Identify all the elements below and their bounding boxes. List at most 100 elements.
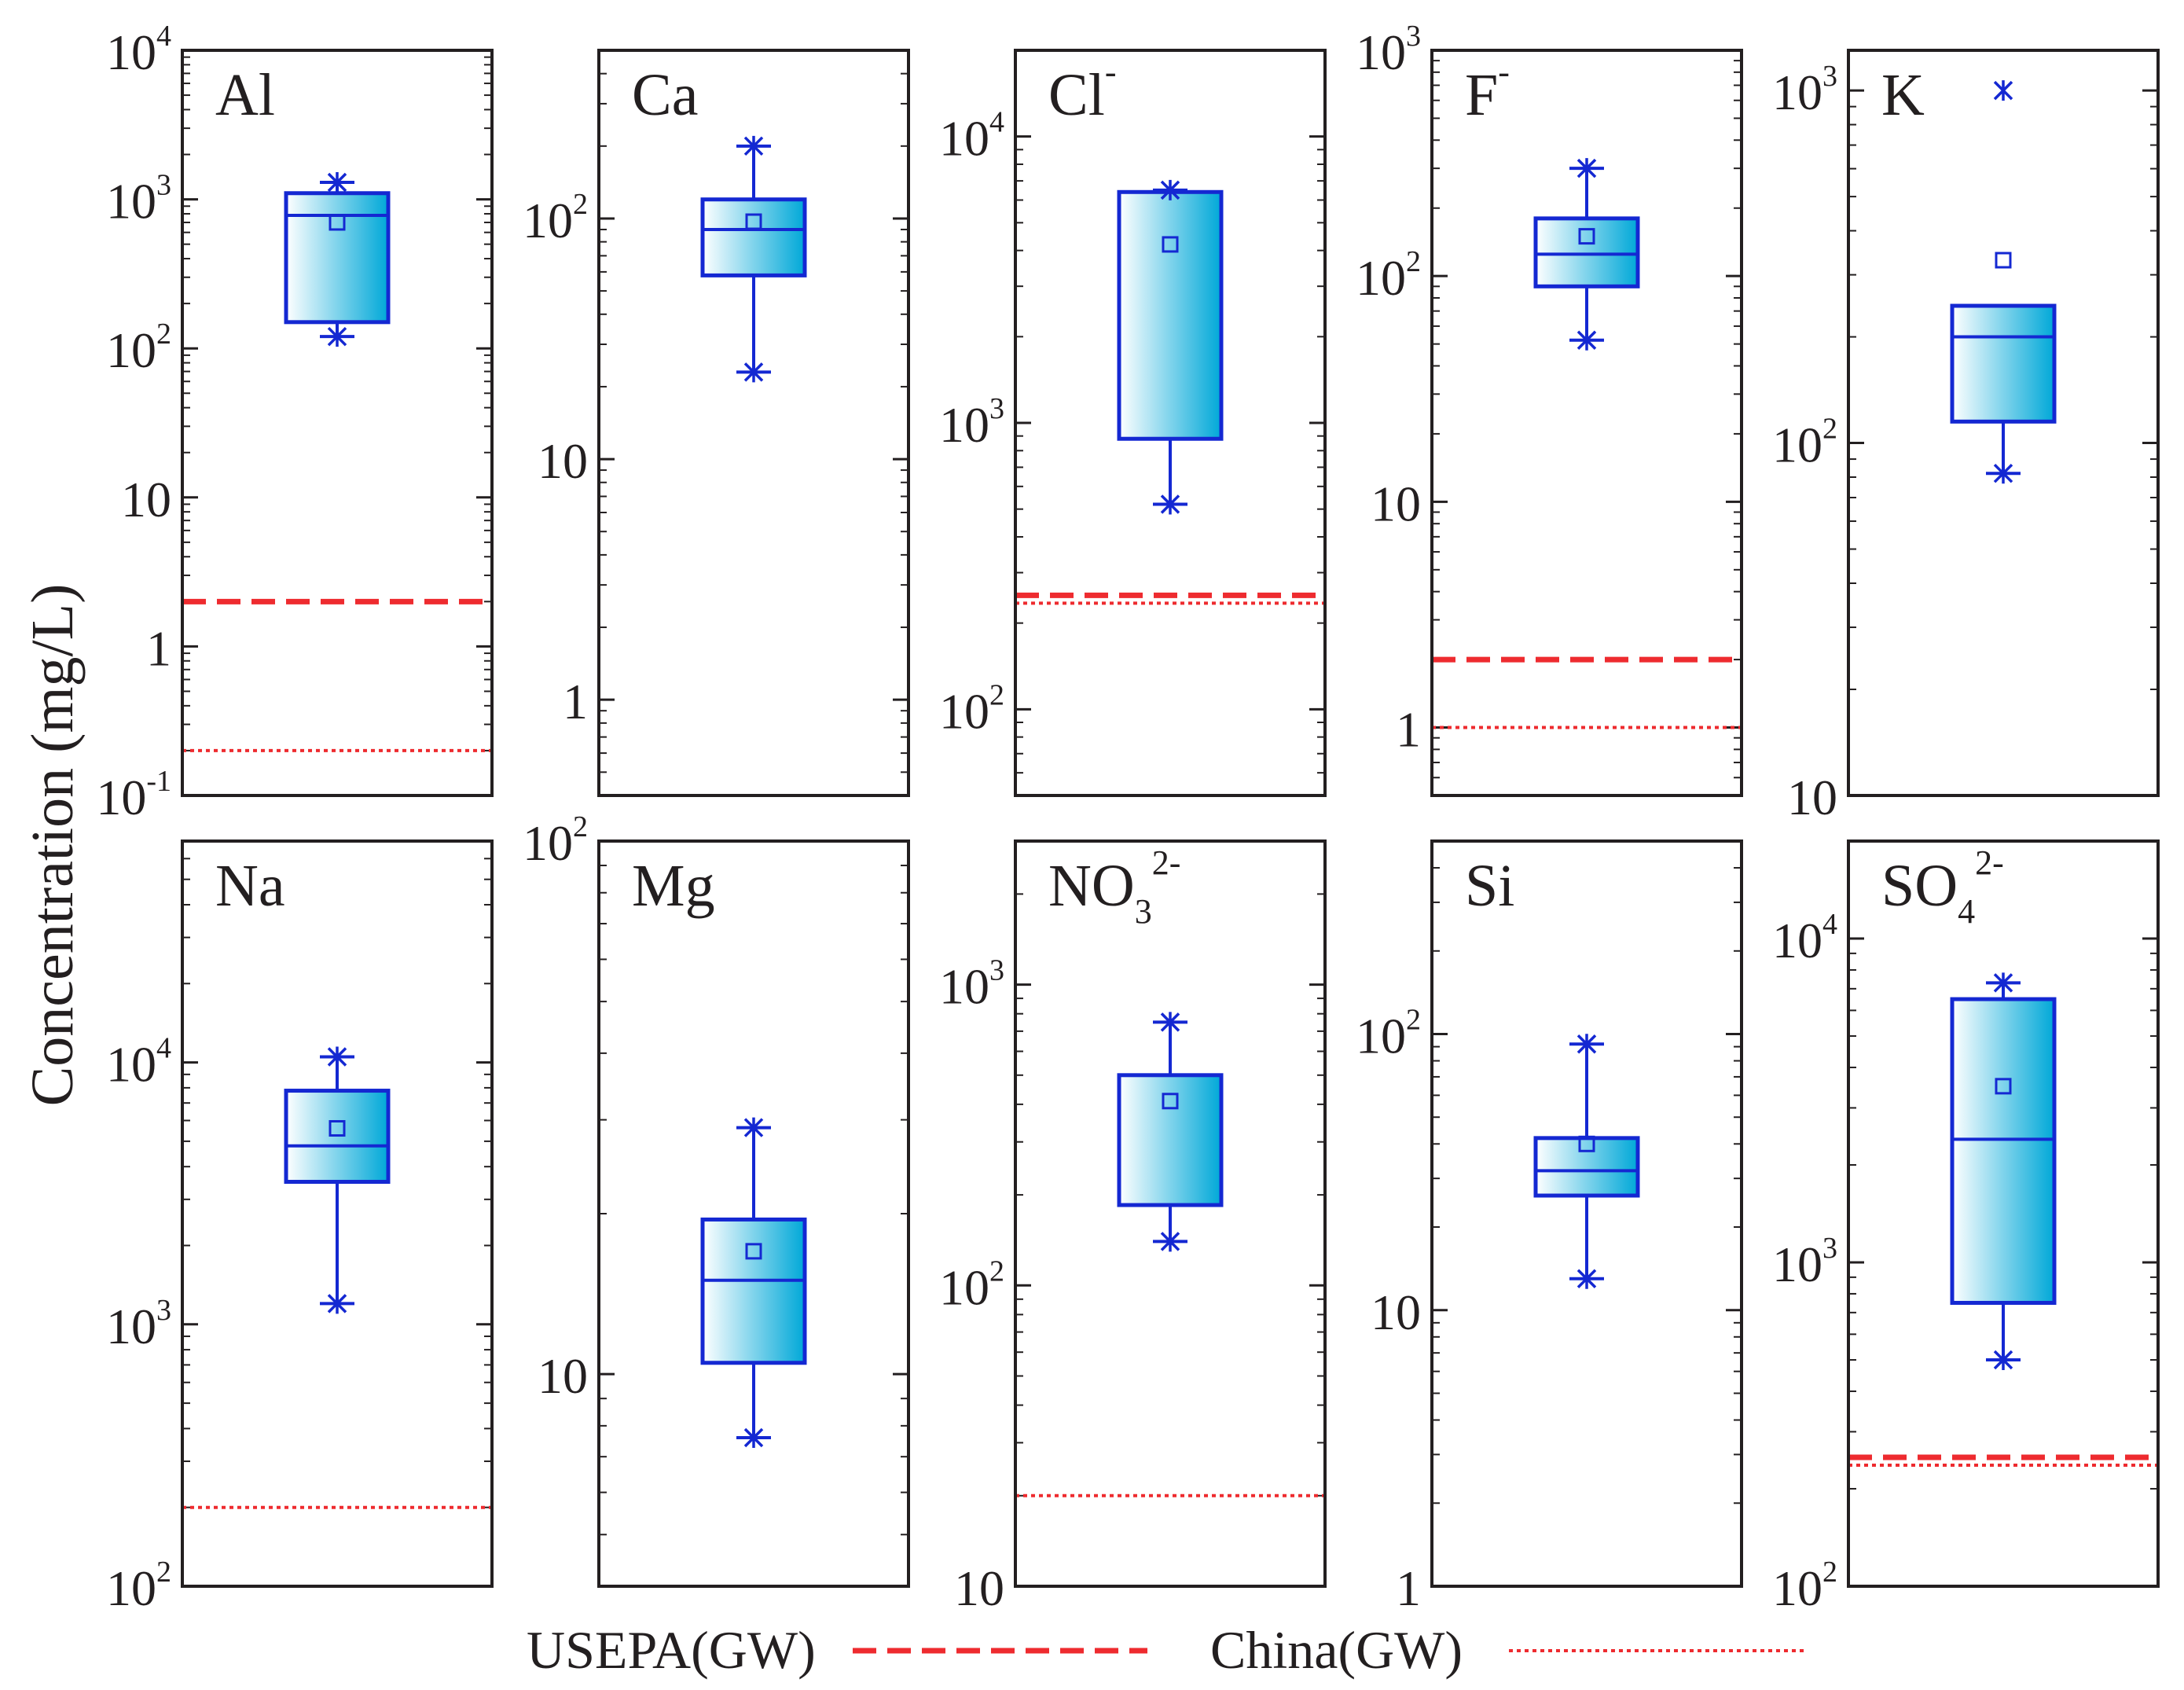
panel-title: Si — [1465, 853, 1514, 919]
panel-title: Al — [215, 62, 275, 128]
panel-title: Mg — [632, 853, 715, 919]
max-marker — [1993, 80, 2013, 101]
tick-label-base: 10 — [1371, 476, 1421, 531]
tick-label: 104 — [106, 20, 171, 80]
panel-title-text: F — [1465, 62, 1498, 128]
tick-label: 1 — [1396, 1560, 1421, 1616]
tick-label-exponent: 2 — [573, 188, 588, 221]
panel-title: K — [1881, 62, 1925, 128]
tick-label: 1 — [146, 620, 171, 676]
panel-title-text: Mg — [632, 853, 715, 919]
tick-label-base: 1 — [1396, 702, 1421, 758]
tick-label: 103 — [1772, 60, 1837, 120]
max-marker — [1577, 1034, 1597, 1055]
panel-frame — [1430, 839, 1743, 1588]
tick-label: 10 — [1371, 476, 1421, 531]
tick-label-exponent: 3 — [989, 954, 1004, 987]
max-marker — [1160, 1012, 1180, 1033]
panel-frame — [597, 839, 910, 1588]
tick-label-base: 10 — [1787, 770, 1837, 825]
tick-label-exponent: 3 — [1822, 60, 1837, 93]
tick-label-base: 10 — [523, 815, 573, 871]
tick-label-base: 10 — [1356, 1008, 1406, 1064]
legend-usepa-label: USEPA(GW) — [527, 1620, 816, 1680]
tick-label-base: 10 — [106, 174, 156, 230]
tick-label-base: 1 — [146, 620, 171, 676]
tick-label-base: 10 — [939, 397, 989, 453]
tick-label-exponent: 2 — [989, 1255, 1004, 1288]
panel-title-text: Ca — [632, 62, 698, 128]
tick-label-base: 10 — [939, 1259, 989, 1315]
tick-label-exponent: 4 — [156, 1032, 171, 1065]
min-marker — [1577, 1268, 1597, 1289]
panel-frame — [1847, 839, 2160, 1588]
legend-china-label: China(GW) — [1210, 1620, 1463, 1680]
iqr-box — [284, 191, 391, 325]
tick-label: 10 — [538, 433, 588, 489]
tick-label: 102 — [939, 678, 1004, 739]
tick-label: 102 — [106, 1556, 171, 1616]
tick-label-exponent: 2 — [989, 678, 1004, 711]
tick-label: 10 — [954, 1560, 1004, 1616]
max-marker — [327, 171, 347, 193]
tick-label-base: 10 — [1772, 1236, 1822, 1292]
panel-frame — [1430, 49, 1743, 797]
tick-label: 104 — [939, 106, 1004, 167]
panel-frame — [1014, 839, 1327, 1588]
mean-marker — [1578, 1135, 1595, 1152]
iqr-box — [1117, 189, 1224, 441]
panel-title-text: Cl — [1048, 62, 1105, 128]
tick-label: 104 — [1772, 908, 1837, 968]
tick-label-base: 10 — [1356, 250, 1406, 306]
tick-label: 10 — [1371, 1284, 1421, 1340]
panel-title: SO42- — [1881, 843, 2004, 931]
tick-label-base: 10 — [121, 472, 171, 527]
tick-label: 102 — [1356, 245, 1421, 306]
tick-label-exponent: 4 — [989, 106, 1004, 139]
tick-label-exponent: 3 — [156, 1294, 171, 1327]
tick-label-base: 10 — [939, 959, 989, 1015]
max-marker — [1577, 158, 1597, 179]
tick-label: 104 — [106, 1032, 171, 1093]
tick-label: 1 — [1396, 702, 1421, 758]
tick-label-base: 10 — [939, 683, 989, 739]
tick-label-exponent: 2 — [1406, 1004, 1421, 1037]
tick-label-base: 10 — [96, 770, 146, 825]
tick-label: 1 — [563, 674, 588, 729]
legend: USEPA(GW) China(GW) — [527, 1620, 1806, 1680]
min-marker — [1993, 463, 2013, 484]
tick-label-exponent: 3 — [989, 392, 1004, 425]
panel-title-subscript: 3 — [1135, 892, 1152, 931]
tick-label-base: 10 — [954, 1560, 1004, 1616]
panel-title-text: NO — [1048, 853, 1135, 919]
tick-label-base: 10 — [1356, 24, 1406, 80]
panel-title-text: Si — [1465, 853, 1514, 919]
mean-marker — [329, 214, 346, 231]
tick-label-base: 10 — [106, 24, 156, 80]
panel-title-subscript: 4 — [1958, 892, 1975, 931]
iqr-box — [1950, 303, 2057, 424]
tick-label-exponent: 3 — [1406, 20, 1421, 53]
tick-label-exponent: 3 — [156, 169, 171, 202]
tick-label-base: 1 — [1396, 1560, 1421, 1616]
tick-label-exponent: 4 — [1822, 908, 1837, 941]
max-marker — [1160, 179, 1180, 200]
tick-label-exponent: 2 — [1822, 1556, 1837, 1589]
panel-frame — [181, 839, 494, 1588]
panel-title-text: K — [1881, 62, 1925, 128]
tick-label: 10 — [1787, 770, 1837, 825]
mean-marker — [745, 1243, 762, 1260]
tick-label: 102 — [1356, 1004, 1421, 1064]
panel-title: Na — [215, 853, 285, 919]
tick-label-base: 1 — [563, 674, 588, 729]
min-marker — [327, 1293, 347, 1314]
panel-frame — [1847, 49, 2160, 797]
tick-label: 102 — [106, 318, 171, 378]
tick-label: 102 — [523, 810, 588, 871]
tick-label-exponent: 2 — [156, 1556, 171, 1589]
tick-label-exponent: 2 — [156, 318, 171, 351]
mean-marker — [1162, 236, 1179, 253]
